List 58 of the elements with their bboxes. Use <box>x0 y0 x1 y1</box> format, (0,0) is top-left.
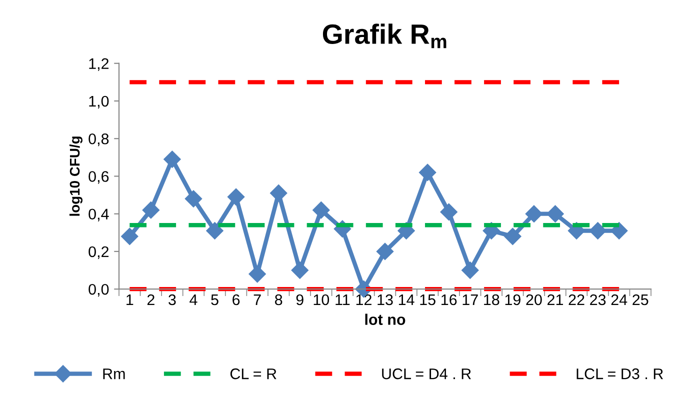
point <box>248 265 266 283</box>
x-tick-label: 17 <box>462 294 478 306</box>
y-tick-label: 0,2 <box>88 246 109 259</box>
x-tick-label: 5 <box>211 294 218 306</box>
legend-label: CL = R <box>230 368 276 380</box>
x-axis-title: lot no <box>365 314 406 325</box>
x-tick-label: 3 <box>168 294 176 306</box>
x-tick-label: 12 <box>356 294 372 306</box>
chart-title: Grafik R$_{m}$ <box>322 24 446 48</box>
y-tick-label: 1,2 <box>89 58 109 71</box>
point <box>312 202 330 219</box>
point <box>270 184 288 202</box>
point <box>546 205 564 222</box>
y-tick-label: 0,4 <box>88 208 109 222</box>
point <box>376 242 394 260</box>
x-tick-label: 7 <box>254 294 261 306</box>
point <box>589 222 606 240</box>
x-tick-label: 18 <box>484 294 500 306</box>
point <box>164 150 181 168</box>
point <box>206 222 224 240</box>
x-tick-label: 20 <box>526 294 542 306</box>
point <box>184 190 202 208</box>
x-tick-label: 10 <box>314 294 330 306</box>
legend-label: LCL = D3 . R <box>576 368 663 380</box>
y-axis-title: log10 CFU/g <box>69 136 82 216</box>
y-tick-label: 0,0 <box>88 284 109 297</box>
y-tick-label: 0,6 <box>88 171 109 184</box>
point <box>610 222 628 240</box>
x-tick-label: 6 <box>232 294 240 306</box>
point <box>142 202 160 219</box>
legend-label: Rm <box>103 368 125 380</box>
x-tick-label: 21 <box>548 294 563 306</box>
x-tick-label: 11 <box>336 294 350 306</box>
x-tick-label: 1 <box>126 294 134 306</box>
x-tick-label: 2 <box>147 294 154 306</box>
point <box>419 164 436 182</box>
point <box>440 203 458 221</box>
x-tick-label: 25 <box>632 294 648 306</box>
x-tick-label: 13 <box>378 294 393 306</box>
point <box>462 262 479 279</box>
point <box>525 205 543 222</box>
x-tick-label: 19 <box>505 294 520 306</box>
x-tick-label: 24 <box>611 294 628 306</box>
x-tick-label: 23 <box>590 294 606 306</box>
point <box>121 228 138 245</box>
x-tick-label: 8 <box>275 294 282 306</box>
x-tick-label: 14 <box>398 294 414 306</box>
point <box>227 188 245 206</box>
y-tick-label: 1,0 <box>89 96 109 108</box>
x-tick-label: 22 <box>568 294 584 306</box>
x-tick-label: 15 <box>420 294 436 306</box>
y-tick-label: 0,8 <box>88 133 109 146</box>
point <box>504 228 522 245</box>
point <box>291 262 308 279</box>
x-tick-label: 16 <box>442 294 457 306</box>
legend-label: UCL = D4 . R <box>382 368 471 380</box>
x-tick-label: 4 <box>190 294 198 306</box>
x-tick-label: 9 <box>296 294 304 306</box>
